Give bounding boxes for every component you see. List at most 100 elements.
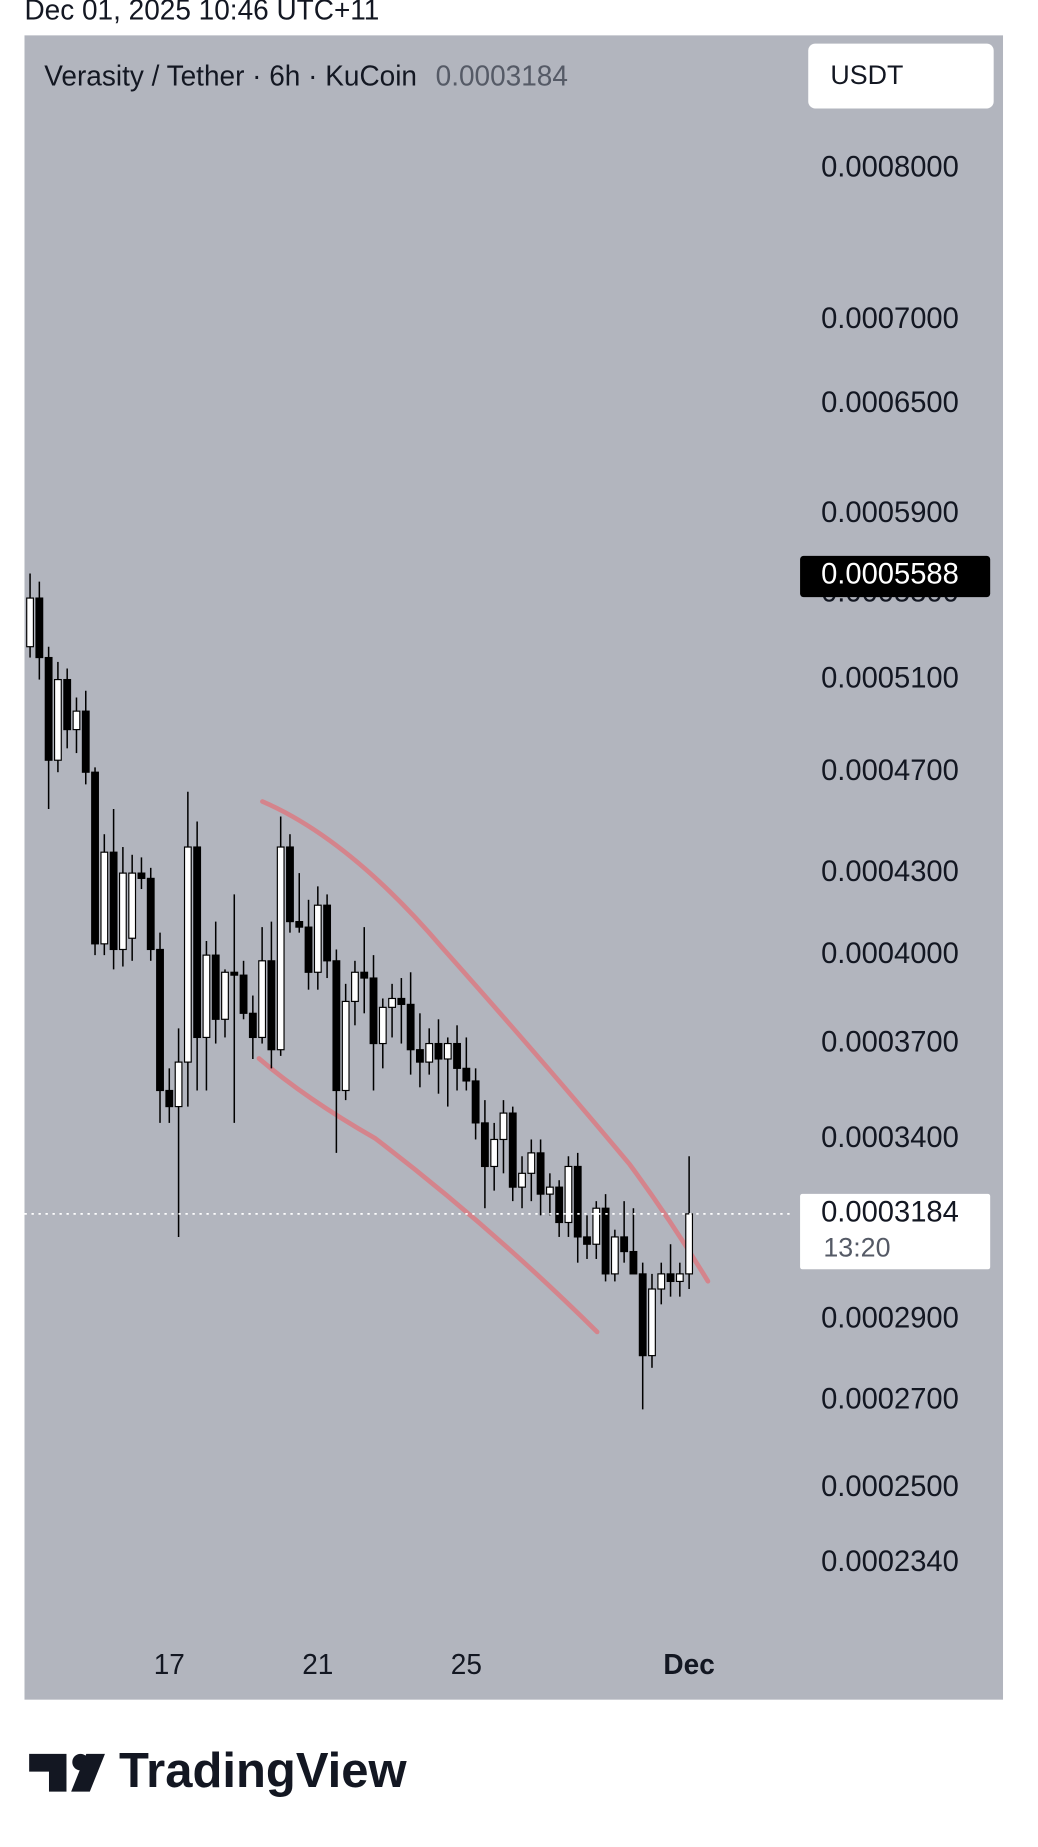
candle-body — [183, 846, 192, 1063]
brand: TradingView — [119, 1743, 407, 1798]
candle-body — [230, 971, 239, 976]
candle-body — [610, 1236, 619, 1275]
candle-body — [685, 1213, 694, 1275]
candle-body — [295, 921, 304, 928]
candle-body — [443, 1042, 452, 1060]
candle-body — [499, 1112, 508, 1141]
y-tick-label: 0.0005100 — [821, 661, 959, 694]
candle-body — [202, 954, 211, 1039]
y-tick-label: 0.0004300 — [821, 855, 959, 888]
crosshair-price-label: 0.0005588 — [821, 558, 959, 591]
candle-body — [545, 1186, 554, 1195]
chart-title: Verasity / Tether · 6h · KuCoin — [44, 60, 417, 91]
candle-body — [100, 851, 109, 945]
candle-body — [63, 678, 72, 731]
y-tick-label: 0.0006500 — [821, 386, 959, 419]
candle-body — [53, 678, 62, 761]
candle-body — [323, 904, 332, 962]
candle-body — [221, 971, 229, 1020]
candle-body — [35, 597, 44, 659]
y-tick-label: 0.0003700 — [821, 1025, 959, 1058]
y-tick-label: 0.0002700 — [821, 1383, 959, 1416]
candle-body — [369, 977, 378, 1045]
candle-body — [648, 1288, 656, 1357]
candle-body — [239, 974, 248, 1014]
candle-body — [174, 1061, 183, 1108]
candle-body — [415, 1049, 424, 1063]
candle-body — [592, 1207, 601, 1245]
candle-body — [351, 971, 359, 1003]
candle-body — [453, 1042, 461, 1069]
candle-body — [304, 926, 313, 973]
y-tick-label: 0.0002900 — [821, 1302, 959, 1335]
x-tick-label: 21 — [302, 1649, 333, 1680]
candle-body — [72, 710, 81, 731]
candle-body — [286, 846, 294, 923]
currency-button[interactable] — [808, 43, 994, 109]
candle-body — [462, 1067, 471, 1082]
crosshair-price-box — [800, 555, 991, 598]
candle-body — [388, 997, 397, 1008]
channel-upper — [260, 799, 711, 1284]
candle-body — [313, 904, 322, 973]
candle-body — [258, 960, 267, 1039]
candle-body — [193, 846, 202, 1039]
candle-body — [406, 1003, 415, 1051]
candle-body — [480, 1122, 489, 1168]
candle-body — [276, 846, 285, 1051]
candle-body — [332, 960, 341, 1092]
axes: 0.0008000 0.0007000 0.0006500 0.0005900 0.00… — [24, 151, 991, 1680]
x-tick-label: 25 — [451, 1649, 482, 1680]
timestamp: Dec 01, 2025 10:46 UTC+11 — [24, 0, 379, 25]
y-tick-label: 0.0005900 — [821, 496, 959, 529]
y-tick-label: 0.0007000 — [821, 302, 959, 335]
candle-body — [508, 1112, 517, 1188]
candle-body — [518, 1172, 526, 1188]
y-tick-label: 0.0002340 — [821, 1545, 959, 1578]
y-tick-label: 0.0004000 — [821, 937, 959, 970]
candle-body — [620, 1236, 629, 1253]
candle-body — [425, 1042, 434, 1063]
candle-body — [360, 971, 369, 979]
candle-body — [137, 872, 146, 879]
last-price-label: 0.0003184 — [821, 1196, 959, 1229]
candle-body — [583, 1236, 591, 1245]
candle-body — [165, 1089, 174, 1108]
candle-body — [675, 1273, 684, 1283]
candle-body — [573, 1165, 582, 1238]
candle-body — [471, 1080, 480, 1124]
last-price-box — [800, 1193, 991, 1270]
candle-body — [527, 1152, 536, 1174]
y-tick-label: 0.0002500 — [821, 1470, 959, 1503]
x-tick-label: 17 — [154, 1649, 185, 1680]
x-tick-label: Dec — [663, 1649, 714, 1680]
candle-body — [341, 1000, 350, 1092]
candle-body — [26, 597, 34, 648]
y-tick-label: 0.0008000 — [821, 151, 959, 184]
candle-body — [555, 1186, 564, 1224]
candle-body — [397, 997, 406, 1005]
currency-label[interactable]: USDT — [830, 60, 903, 90]
tradingview-logo — [29, 1753, 105, 1792]
candle-body — [601, 1207, 610, 1275]
countdown-label: 13:20 — [823, 1232, 890, 1262]
candle-body — [44, 656, 53, 761]
candle-body — [128, 872, 137, 939]
candle-body — [211, 954, 220, 1020]
candle-body — [118, 872, 127, 951]
candle-body — [109, 851, 118, 951]
candle-body — [434, 1042, 443, 1060]
candle-body — [146, 877, 155, 951]
candles — [26, 573, 694, 1410]
candle-body — [657, 1273, 666, 1290]
candle-body — [81, 710, 90, 773]
channel-lower — [256, 1056, 600, 1335]
candle-body — [536, 1152, 545, 1195]
candle-body — [267, 960, 276, 1051]
candle-body — [248, 1012, 257, 1039]
y-tick-label: 0.0004700 — [821, 754, 959, 787]
candle-body — [564, 1165, 573, 1224]
candle-body — [666, 1273, 675, 1283]
